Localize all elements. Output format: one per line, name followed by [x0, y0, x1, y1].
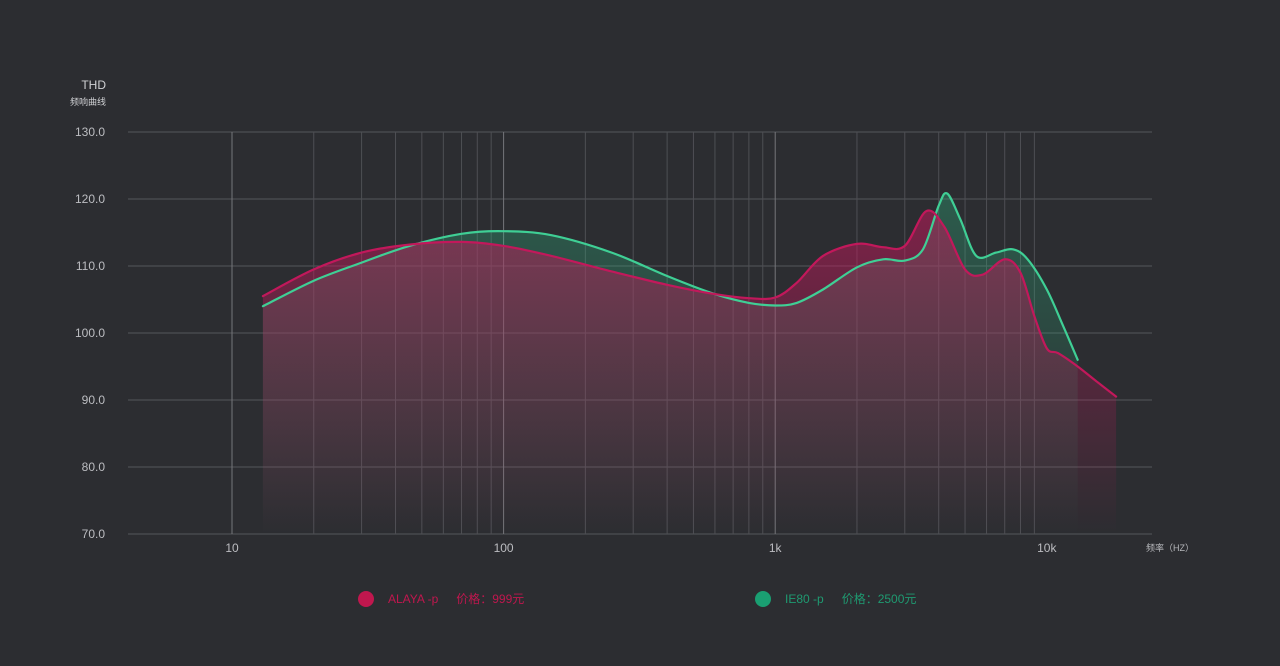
- series-line-alaya: [261, 209, 1118, 398]
- x-tick-label: 10k: [1037, 541, 1057, 555]
- series-area-alaya: [262, 210, 1117, 534]
- legend-marker-ie80: [755, 590, 771, 607]
- legend-marker-alaya: [358, 590, 374, 607]
- series-line-ie80: [261, 192, 1079, 361]
- y-axis-title: THD: [81, 78, 106, 92]
- y-tick-label: 130.0: [75, 125, 105, 139]
- x-axis-label: 频率（HZ）: [1146, 543, 1194, 553]
- x-tick-label: 1k: [769, 541, 783, 555]
- legend-price-alaya: 价格：999元: [456, 592, 525, 606]
- series-lines: [261, 192, 1118, 398]
- legend-item-ie80[interactable]: IE80 -p 价格：2500元: [755, 590, 916, 607]
- y-axis-subtitle: 频响曲线: [69, 97, 106, 107]
- series-areas: [262, 193, 1117, 534]
- x-tick-label: 10: [225, 541, 239, 555]
- y-tick-label: 110.0: [76, 259, 105, 273]
- x-tick-label: 100: [494, 541, 514, 555]
- y-tick-label: 120.0: [75, 192, 105, 206]
- legend-price-ie80: 价格：2500元: [841, 592, 917, 606]
- y-tick-label: 100.0: [75, 326, 105, 340]
- y-tick-label: 80.0: [82, 460, 106, 474]
- y-tick-label: 70.0: [82, 527, 106, 541]
- y-tick-labels: 70.0 80.0 90.0 100.0 110.0 120.0 130.0: [75, 125, 105, 541]
- legend-name-alaya: ALAYA -p: [388, 591, 439, 606]
- y-tick-label: 90.0: [82, 393, 106, 407]
- legend-name-ie80: IE80 -p: [785, 591, 824, 606]
- x-tick-labels: 10 100 1k 10k: [225, 541, 1057, 555]
- legend-item-alaya[interactable]: ALAYA -p 价格：999元: [358, 590, 524, 607]
